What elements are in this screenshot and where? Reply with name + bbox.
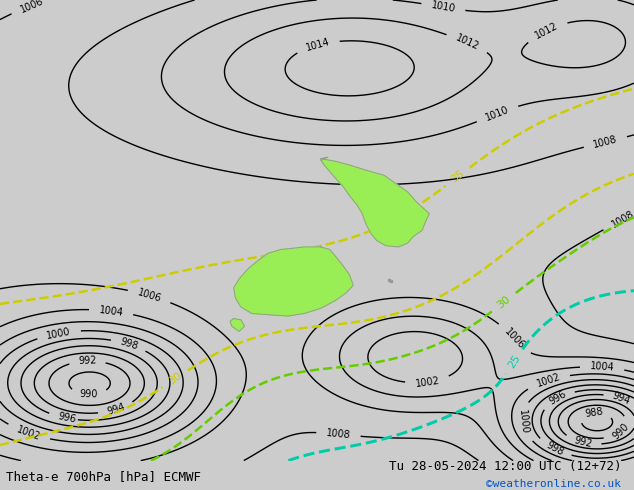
Text: 30: 30 [495,294,512,311]
Text: 1010: 1010 [484,104,510,123]
Polygon shape [234,247,353,316]
Text: 994: 994 [106,402,126,417]
Text: 1006: 1006 [18,0,45,15]
Text: 988: 988 [585,407,604,419]
Text: 998: 998 [119,337,139,352]
Text: 1004: 1004 [590,362,615,373]
Text: 35: 35 [449,169,466,185]
Text: 990: 990 [80,390,98,400]
Text: 1008: 1008 [609,209,634,230]
Polygon shape [230,318,245,331]
Text: 1010: 1010 [430,0,456,14]
Text: 992: 992 [78,356,97,367]
Text: 1008: 1008 [326,428,351,441]
Text: 992: 992 [573,436,593,449]
Text: 994: 994 [611,391,631,407]
Text: 1006: 1006 [502,327,526,351]
Text: 990: 990 [611,421,630,441]
Text: 1002: 1002 [415,375,441,389]
Text: 1002: 1002 [535,372,562,389]
Text: ©weatheronline.co.uk: ©weatheronline.co.uk [486,479,621,489]
Text: 1006: 1006 [136,287,162,304]
Text: 1012: 1012 [454,33,481,52]
Text: Theta-e 700hPa [hPa] ECMWF: Theta-e 700hPa [hPa] ECMWF [6,469,202,483]
Text: 1004: 1004 [98,305,124,318]
Text: 996: 996 [56,412,77,425]
Text: Tu 28-05-2024 12:00 UTC (12+72): Tu 28-05-2024 12:00 UTC (12+72) [389,460,621,473]
Text: 998: 998 [544,440,565,458]
Text: 1008: 1008 [592,134,619,150]
Text: 25: 25 [506,353,522,370]
Text: 1014: 1014 [305,37,331,53]
Text: 1000: 1000 [46,326,72,341]
Text: 1000: 1000 [517,410,529,435]
Text: 996: 996 [547,389,568,407]
Text: 1012: 1012 [533,21,560,41]
Text: 30: 30 [167,370,184,387]
Text: 1002: 1002 [15,424,42,442]
Polygon shape [321,157,429,247]
